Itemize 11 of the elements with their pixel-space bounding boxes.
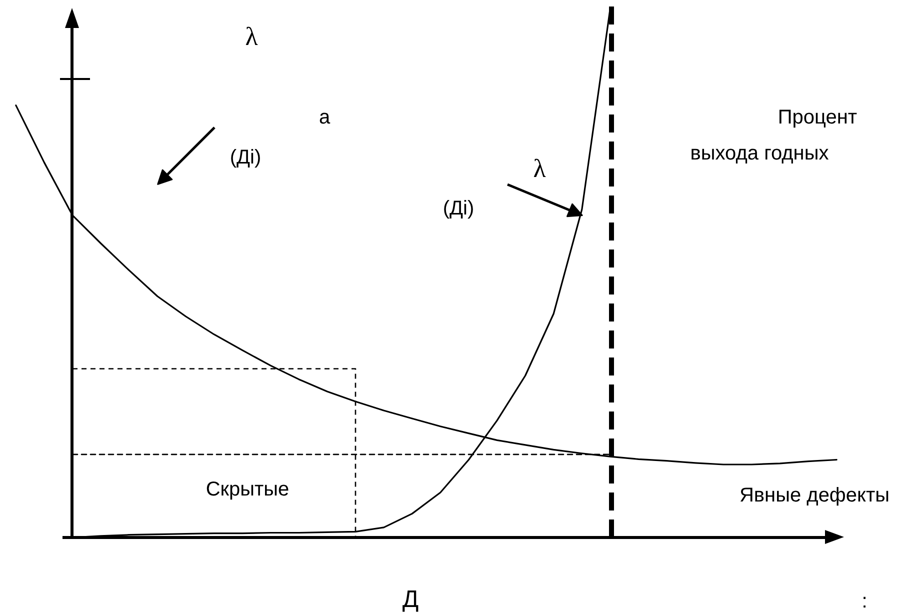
annotation: Скрытые	[206, 478, 290, 500]
annotation: λ	[245, 22, 258, 51]
annotation: Явные дефекты	[739, 484, 890, 506]
annotation: Процент	[778, 106, 858, 128]
x-axis-title: Д	[402, 586, 419, 613]
annotation: (Дi)	[230, 146, 262, 168]
annotation: а	[318, 106, 331, 128]
text: :	[862, 590, 868, 612]
annotation: (Дi)	[442, 198, 474, 220]
annotation: λ	[533, 154, 546, 183]
annotation: выхода годных	[690, 142, 829, 164]
